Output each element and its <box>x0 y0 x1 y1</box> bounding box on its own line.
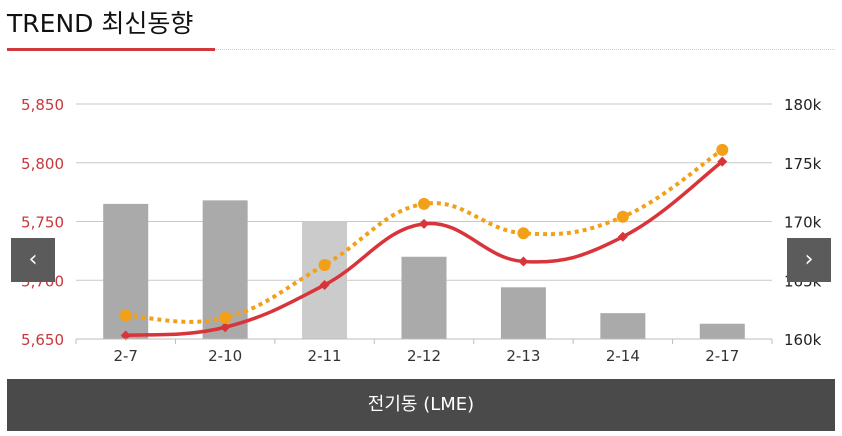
solid-series-point <box>319 279 330 290</box>
solid-series-point <box>617 231 628 242</box>
chevron-left-icon: ‹ <box>28 247 38 272</box>
x-tick-label: 2-13 <box>506 347 540 365</box>
dotted-series-point <box>716 143 729 156</box>
dotted-series-point <box>517 227 530 240</box>
bar <box>500 287 546 339</box>
chevron-right-icon: › <box>804 247 814 272</box>
x-tick-label: 2-7 <box>113 347 138 365</box>
bar <box>699 323 745 339</box>
solid-series-point <box>419 218 429 229</box>
solid-series-point <box>220 322 231 333</box>
y-right-tick-label: 180k <box>784 96 822 114</box>
prev-arrow-button[interactable]: ‹ <box>11 238 55 282</box>
y-left-tick-label: 5,750 <box>21 214 64 232</box>
dotted-series-point <box>119 309 132 322</box>
dotted-series-point <box>219 311 232 324</box>
y-right-tick-label: 170k <box>784 214 822 232</box>
x-tick-label: 2-12 <box>407 347 441 365</box>
solid-series-point <box>120 330 131 341</box>
x-tick-label: 2-11 <box>308 347 342 365</box>
y-right-tick-label: 160k <box>784 331 822 349</box>
dotted-series-point <box>616 210 629 223</box>
dotted-series-point <box>418 197 430 210</box>
next-arrow-button[interactable]: › <box>787 238 831 282</box>
title-divider <box>215 49 835 50</box>
trend-chart: 5,650160k5,700165k5,750170k5,800175k5,85… <box>21 96 822 365</box>
y-left-tick-label: 5,800 <box>21 155 64 173</box>
series-points <box>119 143 729 341</box>
chart-caption: 전기동 (LME) <box>367 394 475 415</box>
dotted-series-point <box>318 258 331 271</box>
x-tick-label: 2-10 <box>208 347 242 365</box>
title-underline <box>7 48 215 51</box>
bar <box>401 256 447 339</box>
solid-series-point <box>717 156 728 167</box>
x-tick-label: 2-14 <box>606 347 640 365</box>
y-left-tick-label: 5,650 <box>21 331 64 349</box>
grid-lines <box>76 103 772 281</box>
x-tick-label: 2-17 <box>705 347 739 365</box>
solid-series-point <box>518 256 529 267</box>
bar <box>600 313 646 339</box>
chart-caption-bar: 전기동 (LME) <box>7 379 835 431</box>
page-title: TREND 최신동향 <box>7 9 194 38</box>
y-right-tick-label: 175k <box>784 155 822 173</box>
y-left-tick-label: 5,850 <box>21 96 64 114</box>
